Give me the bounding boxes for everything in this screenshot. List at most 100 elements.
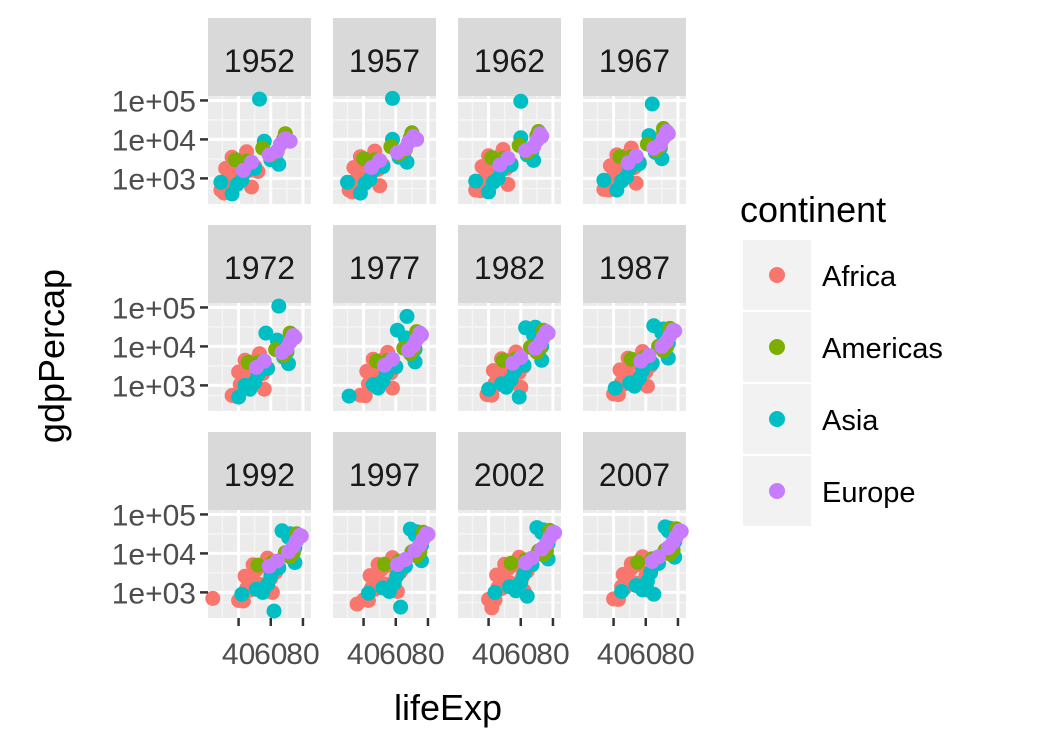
data-point <box>231 389 247 405</box>
x-axis-title: lifeExp <box>394 687 502 728</box>
facet-strip-label: 1972 <box>224 250 295 286</box>
x-tick-label: 40 <box>222 638 255 671</box>
facet-panel: 1977 <box>333 225 436 411</box>
data-point <box>377 556 392 572</box>
facet-strip-label: 1952 <box>224 43 295 79</box>
data-point <box>503 555 519 571</box>
data-point <box>397 551 413 567</box>
facet-strip <box>458 18 561 96</box>
data-point <box>596 172 612 188</box>
facet-strip-label: 1962 <box>474 43 545 79</box>
data-point <box>282 133 298 149</box>
x-tick-label: 80 <box>536 638 569 671</box>
legend-swatch <box>769 267 785 283</box>
x-tick-label: 60 <box>379 638 412 671</box>
facet-panel: 1962 <box>458 18 561 204</box>
data-point <box>346 160 362 175</box>
facet-strip <box>458 432 561 510</box>
data-point <box>540 325 556 341</box>
data-point <box>234 586 250 602</box>
data-point <box>359 363 375 379</box>
data-point <box>274 523 290 539</box>
data-point <box>341 388 357 404</box>
facet-strip <box>333 18 436 96</box>
y-tick-label: 1e+03 <box>112 370 196 403</box>
facet-strip-label: 1977 <box>349 250 420 286</box>
data-point <box>250 557 266 573</box>
data-point <box>271 298 287 314</box>
data-point <box>218 160 234 176</box>
data-point <box>205 590 221 606</box>
data-point <box>485 363 501 379</box>
facet-panel: 1992 <box>205 432 311 619</box>
facet-panel: 1982 <box>458 225 561 411</box>
data-point <box>524 550 540 566</box>
data-point <box>258 325 274 341</box>
data-point <box>487 584 503 600</box>
x-tick-label: 40 <box>597 638 630 671</box>
data-point <box>244 154 259 170</box>
data-point <box>402 521 418 537</box>
facet-panel: 1957 <box>333 18 436 204</box>
facet-strip-label: 1957 <box>349 43 420 79</box>
facet-strip <box>208 225 311 303</box>
data-point <box>511 389 527 405</box>
facet-strip <box>583 18 686 96</box>
facet-strip <box>333 225 436 303</box>
facet-panel: 1952 <box>208 18 311 204</box>
data-point <box>481 381 497 397</box>
data-point <box>534 128 550 144</box>
data-point <box>513 350 529 365</box>
legend-swatch <box>769 483 785 499</box>
facet-strip <box>333 432 436 510</box>
data-point <box>266 603 282 619</box>
data-point <box>420 526 436 542</box>
data-point <box>293 528 309 544</box>
data-point <box>641 348 657 364</box>
data-point <box>409 131 425 147</box>
data-point <box>614 584 630 599</box>
facet-strip-label: 1992 <box>224 457 295 493</box>
facet-strip-label: 1987 <box>599 250 670 286</box>
data-point <box>612 362 628 378</box>
facet-strip-label: 1997 <box>349 457 420 493</box>
data-point <box>360 585 376 601</box>
data-point <box>673 523 689 539</box>
legend-label: Americas <box>822 333 943 365</box>
data-point <box>513 93 529 109</box>
y-tick-label: 1e+05 <box>112 85 196 118</box>
legend: continent Africa Americas Asia Europe <box>740 189 943 526</box>
x-tick-label: 60 <box>254 638 287 671</box>
data-point <box>519 588 535 604</box>
data-point <box>237 568 253 584</box>
facet-panels: 1952 1957 1962 1967 1972 1977 1982 1987 1992 1997… <box>205 18 689 619</box>
legend-swatch <box>769 339 785 355</box>
data-point <box>500 150 516 166</box>
legend-title: continent <box>740 189 886 230</box>
facet-panel: 1972 <box>208 225 311 411</box>
y-tick-label: 1e+03 <box>112 163 196 196</box>
y-axis-title: gdpPercap <box>31 269 72 443</box>
data-point <box>489 567 505 583</box>
facet-panel: 1997 <box>333 432 436 618</box>
x-tick-label: 40 <box>347 638 380 671</box>
x-tick-label: 60 <box>504 638 537 671</box>
data-point <box>529 520 545 536</box>
data-point <box>252 91 267 107</box>
data-point <box>372 152 388 168</box>
x-tick-label: 40 <box>472 638 505 671</box>
data-point <box>615 566 631 582</box>
facet-strip <box>458 225 561 303</box>
facet-strip <box>208 18 311 96</box>
data-point <box>399 308 415 324</box>
x-tick-label: 80 <box>661 638 694 671</box>
data-point <box>628 148 644 164</box>
data-point <box>393 599 409 615</box>
facet-panel: 1987 <box>583 225 686 411</box>
y-tick-label: 1e+05 <box>112 292 196 325</box>
data-point <box>389 322 405 338</box>
data-point <box>414 327 429 343</box>
y-tick-label: 1e+04 <box>112 331 196 364</box>
